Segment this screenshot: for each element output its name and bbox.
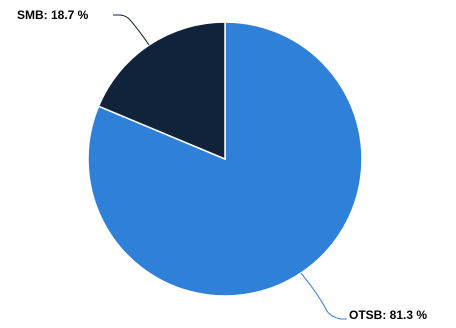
leader-lines bbox=[113, 14, 347, 320]
pie-slice-smb bbox=[97, 21, 226, 161]
slice-label-otsb: OTSB: 81.3 % bbox=[349, 308, 427, 322]
pie-slices bbox=[87, 21, 363, 297]
leader-line-smb bbox=[113, 14, 150, 46]
slice-labels: OTSB: 81.3 % SMB: 18.7 % bbox=[17, 8, 427, 322]
slice-label-smb: SMB: 18.7 % bbox=[17, 8, 89, 22]
leader-line-otsb bbox=[300, 272, 347, 320]
